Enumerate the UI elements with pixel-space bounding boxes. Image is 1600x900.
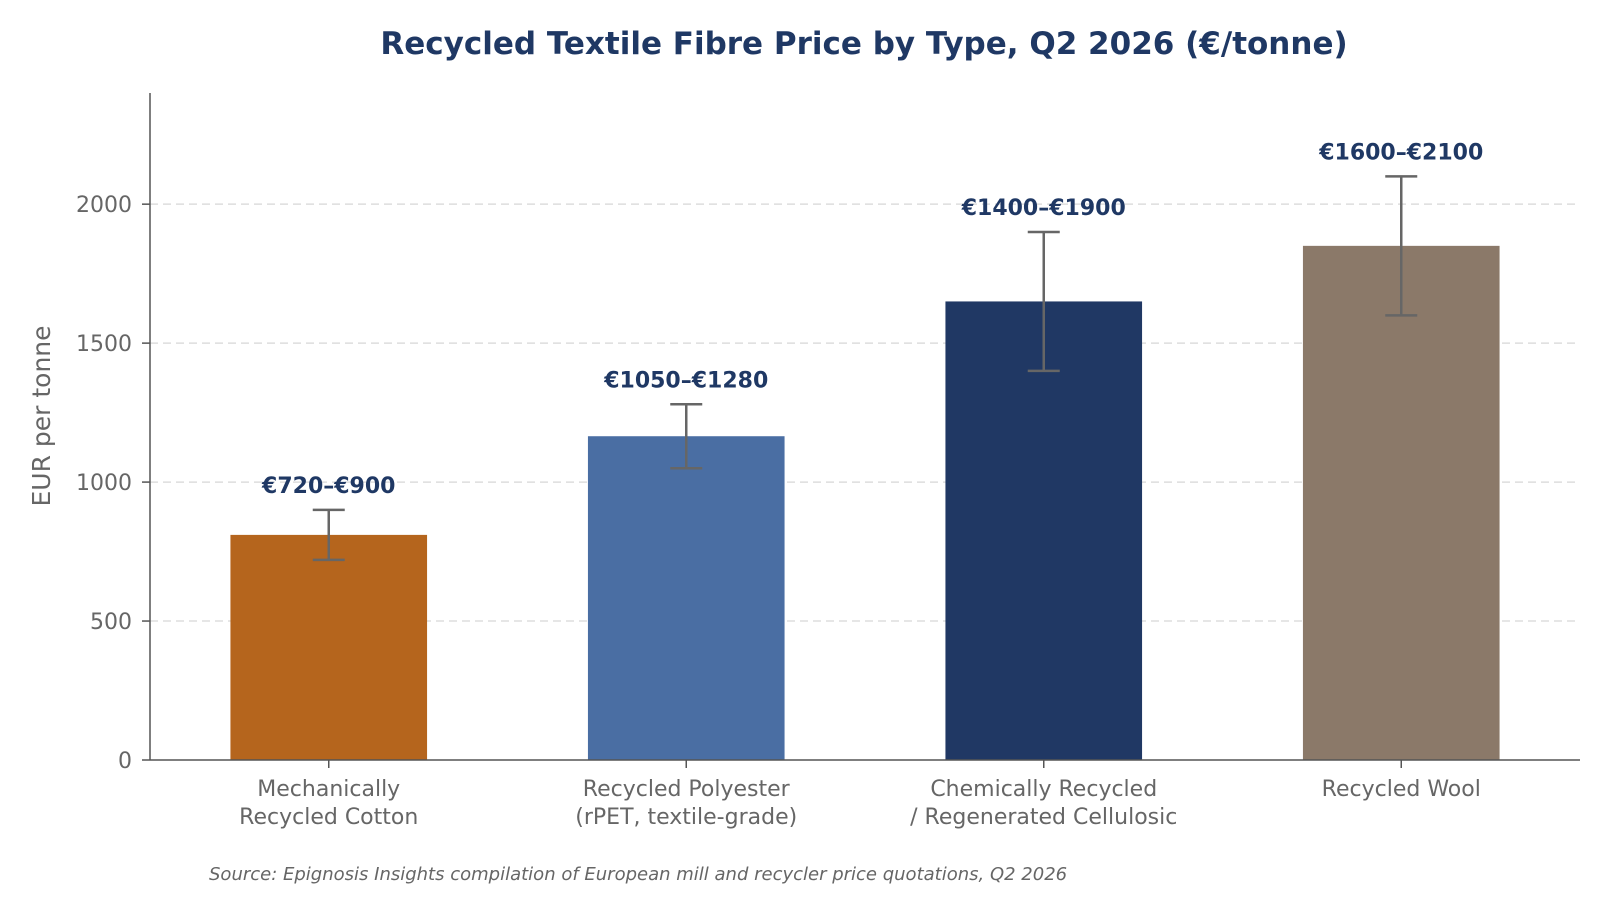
y-tick-label: 1500 bbox=[76, 332, 132, 357]
x-category-label: Recycled Polyester bbox=[583, 777, 791, 802]
error-bar bbox=[670, 403, 703, 470]
data-label: €1600–€2100 bbox=[1318, 140, 1483, 165]
x-category-label: Recycled Cotton bbox=[239, 805, 418, 830]
error-bar bbox=[1385, 175, 1418, 317]
x-category-label: / Regenerated Cellulosic bbox=[910, 805, 1177, 830]
y-tick-label: 0 bbox=[118, 749, 132, 774]
y-tick-label: 2000 bbox=[76, 193, 132, 218]
error-bar bbox=[312, 508, 345, 562]
x-category-label: Mechanically bbox=[257, 777, 400, 802]
x-category-label: Recycled Wool bbox=[1322, 777, 1481, 802]
bar bbox=[1302, 245, 1500, 760]
bar bbox=[945, 301, 1143, 760]
x-category-labels: Mechanically Recycled Cotton Recycled Poly… bbox=[239, 760, 1481, 830]
bars bbox=[230, 245, 1500, 760]
bar bbox=[587, 436, 785, 760]
source-note: Source: Epignosis Insights compilation o… bbox=[209, 864, 1067, 885]
data-label: €1400–€1900 bbox=[961, 196, 1126, 221]
y-axis-label: EUR per tonne bbox=[27, 325, 56, 506]
y-tick-label: 500 bbox=[90, 610, 132, 635]
data-label: €720–€900 bbox=[261, 474, 395, 499]
data-label: €1050–€1280 bbox=[603, 368, 768, 393]
error-bars bbox=[312, 175, 1418, 562]
x-category-label: (rPET, textile-grade) bbox=[575, 805, 797, 830]
y-tick-labels: 0 500 1000 1500 2000 bbox=[76, 193, 150, 774]
data-labels: €720–€900 €1050–€1280 €1400–€1900 €1600–€21… bbox=[261, 140, 1483, 499]
y-tick-label: 1000 bbox=[76, 471, 132, 496]
x-category-label: Chemically Recycled bbox=[930, 777, 1157, 802]
error-bar bbox=[1027, 230, 1060, 373]
chart-title: Recycled Textile Fibre Price by Type, Q2… bbox=[380, 26, 1347, 62]
bar bbox=[230, 534, 428, 760]
